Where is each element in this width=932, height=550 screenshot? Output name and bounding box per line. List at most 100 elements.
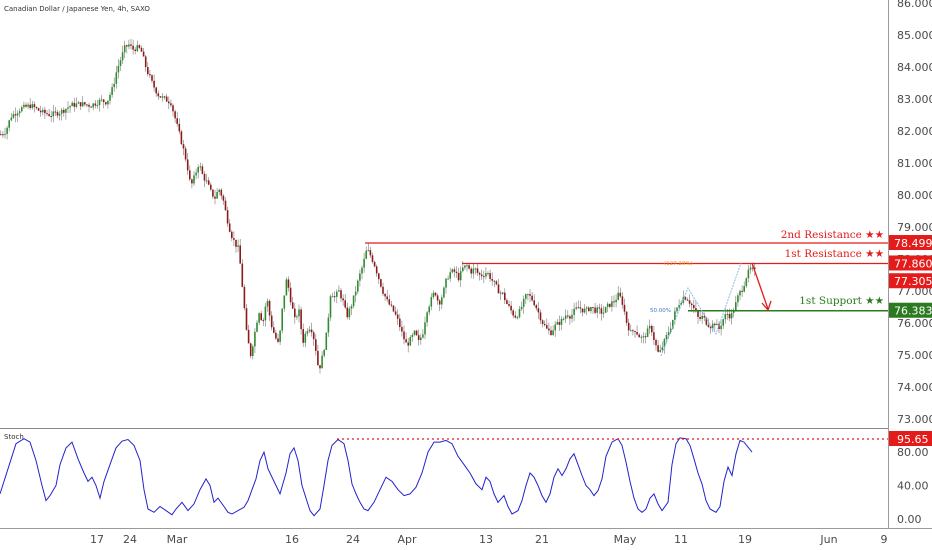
candle-body [346,307,349,318]
candle-body [413,330,416,335]
candle-body [581,308,584,313]
candle-body [619,292,622,297]
candle-body [0,134,2,136]
candle-body [126,45,128,47]
candle-body [247,329,250,344]
candle-body [556,322,559,325]
candle-body [199,166,202,168]
candle-body [655,339,657,346]
candle-body [79,102,82,107]
candle-body [275,332,277,339]
time-tick-label: Mar [167,533,188,546]
candle-body [726,313,729,315]
candle-body [690,303,693,306]
first-support-label: 1st Support ★★ [799,295,884,307]
candle-body [644,336,647,338]
time-tick-label: 21 [535,533,549,546]
candle-body [432,292,435,298]
candle-body [77,102,80,104]
candle-body [216,192,218,199]
price-tick-label: 75.000 [897,349,932,362]
fib-label-top: (127.20%) [664,261,693,267]
candle-body [730,312,733,319]
candle-body [37,108,40,111]
candle-body [25,104,27,107]
candle-body [39,110,42,113]
candle-body [277,338,279,342]
candle-body [203,173,206,181]
candle-body [613,301,615,303]
price-tick-label: 83.000 [897,93,932,106]
candle-body [180,131,183,145]
candle-body [615,299,617,303]
candle-body [111,87,113,95]
candle-body [598,307,601,309]
candle-body [84,102,86,105]
candle-body [115,72,118,84]
candle-body [142,51,145,57]
candle-body [684,297,687,300]
candle-body [665,335,668,340]
candle-body [449,272,451,279]
candle-body [564,315,567,319]
candle-body [98,99,101,106]
candle-body [107,100,109,105]
candle-body [88,104,90,107]
candle-body [588,307,590,312]
candle-body [266,300,269,307]
candle-body [716,323,718,326]
candle-body [300,309,302,330]
candle-body [661,347,664,351]
candle-body [466,265,468,267]
candle-body [136,45,139,52]
candle-body [464,265,466,268]
candle-body [571,314,573,319]
candle-body [489,273,491,279]
candle-body [735,302,737,312]
candle-body [445,278,447,288]
candle-body [451,269,454,273]
candle-body [552,330,554,335]
svg-text:76.383: 76.383 [894,305,932,318]
candle-body [361,267,363,274]
candle-body [596,307,598,313]
price-axis-ticks: 86.000 85.000 84.000 83.000 82.000 81.000 80.0… [897,0,932,426]
candle-body [403,331,405,340]
candle-body [745,278,748,286]
candle-body [281,308,283,331]
first-support-badge: 76.383 [889,302,932,318]
candle-body [214,196,216,199]
candle-body [235,239,237,247]
candle-body [382,286,384,294]
candle-body [697,310,699,318]
candle-body [609,303,611,307]
candle-body [487,273,489,275]
time-tick-label: 19 [738,533,752,546]
candle-body [604,306,607,313]
candle-body [522,298,525,307]
candle-body [457,273,460,281]
candle-body [543,323,546,326]
candle-body [476,268,479,273]
candle-body [363,258,365,268]
candle-body [109,94,111,101]
candle-body [54,111,57,113]
price-tick-label: 80.000 [897,189,932,202]
candle-body [399,318,401,328]
candle-body [388,299,391,305]
candle-body [707,324,710,327]
candle-body [415,330,418,336]
candle-body [627,322,630,331]
svg-text:95.65: 95.65 [897,433,929,446]
candle-body [630,330,632,332]
candle-body [703,315,706,318]
candle-body [308,329,311,332]
candle-body [636,331,638,335]
main-panel-bg [0,0,888,428]
candle-body [197,167,199,173]
candle-body [256,322,258,332]
candle-body [384,293,386,297]
candle-body [344,300,346,308]
candle-body [483,276,485,278]
